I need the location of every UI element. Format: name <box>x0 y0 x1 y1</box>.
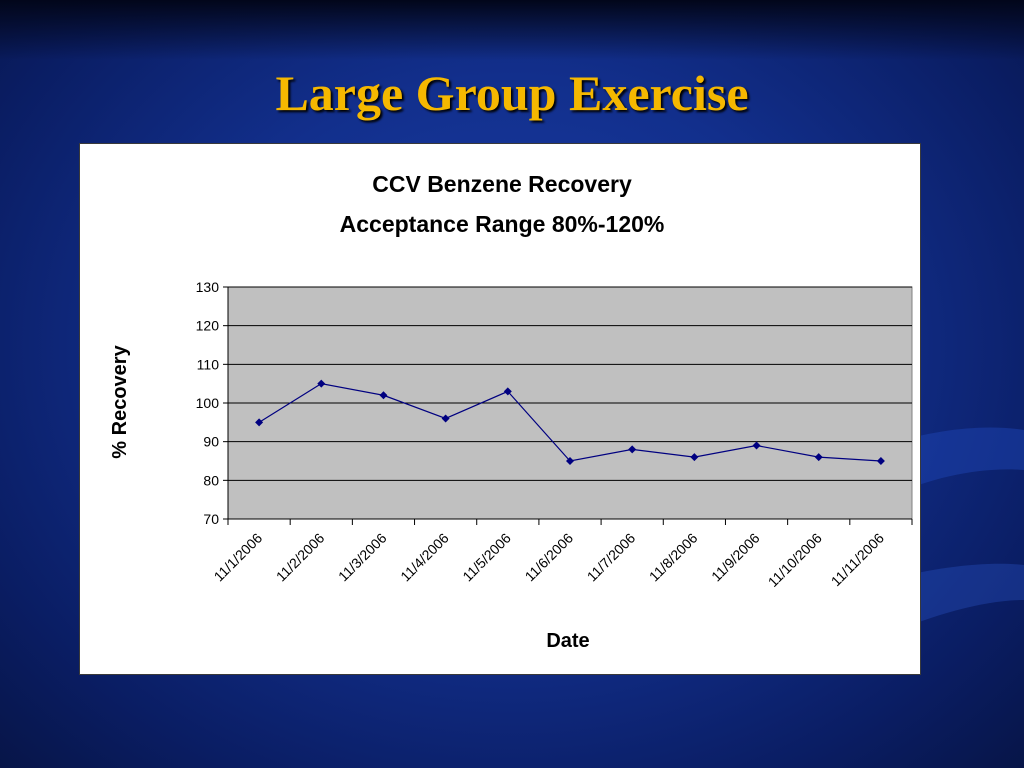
x-axis-label: Date <box>546 630 589 652</box>
title-band <box>0 0 1024 60</box>
data-point-marker <box>566 457 574 465</box>
x-tick-label: 11/7/2006 <box>584 530 639 585</box>
chart-subtitle: Acceptance Range 80%-120% <box>340 211 665 237</box>
data-point-marker <box>628 445 637 454</box>
x-tick-label: 11/3/2006 <box>335 530 390 585</box>
data-point-marker <box>752 441 761 450</box>
x-tick-label: 11/2/2006 <box>273 530 328 585</box>
x-tick-label: 11/6/2006 <box>521 530 576 585</box>
x-tick-label: 11/1/2006 <box>211 530 266 585</box>
x-tick-label: 11/10/2006 <box>765 530 825 590</box>
y-axis-label: % Recovery <box>109 344 131 458</box>
chart-title: CCV Benzene Recovery <box>372 171 632 197</box>
data-point-marker <box>317 379 326 388</box>
y-tick-label: 110 <box>197 356 220 372</box>
data-point-marker <box>379 391 388 400</box>
y-tick-label: 120 <box>196 318 220 334</box>
x-tick-label: 11/9/2006 <box>708 530 763 585</box>
x-tick-label: 11/11/2006 <box>828 530 888 590</box>
x-tick-label: 11/8/2006 <box>646 530 701 585</box>
x-tick-label: 11/5/2006 <box>459 530 514 585</box>
y-tick-label: 70 <box>203 511 219 527</box>
line-chart: CCV Benzene Recovery Acceptance Range 80… <box>109 171 913 652</box>
y-tick-label: 90 <box>203 434 219 450</box>
data-point-marker <box>876 457 885 465</box>
data-point-marker <box>503 387 512 396</box>
data-point-marker <box>441 414 450 423</box>
data-point-marker <box>814 453 823 462</box>
slide-title: Large Group Exercise <box>275 65 749 121</box>
data-point-marker <box>690 453 699 462</box>
y-tick-label: 80 <box>203 472 219 488</box>
chart-container: CCV Benzene Recovery Acceptance Range 80… <box>79 143 921 675</box>
y-tick-label: 100 <box>196 395 220 411</box>
data-point-marker <box>255 418 264 427</box>
x-tick-label: 11/4/2006 <box>397 530 452 585</box>
y-tick-label: 130 <box>196 279 220 295</box>
